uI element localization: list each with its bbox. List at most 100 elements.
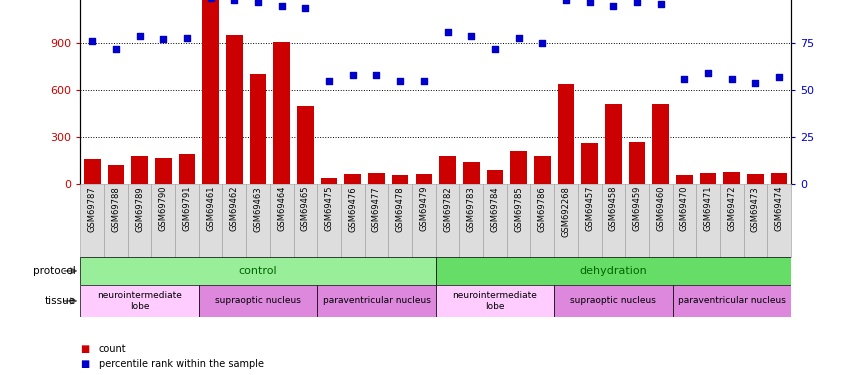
Text: ■: ■ xyxy=(80,344,90,354)
Bar xyxy=(107,165,124,184)
Text: control: control xyxy=(239,266,277,276)
Bar xyxy=(155,158,172,184)
FancyBboxPatch shape xyxy=(554,184,578,257)
Text: GSM69473: GSM69473 xyxy=(751,186,760,232)
FancyBboxPatch shape xyxy=(649,184,673,257)
Point xyxy=(299,4,312,10)
Text: GSM69785: GSM69785 xyxy=(514,186,523,232)
Bar xyxy=(652,104,669,184)
Text: GSM69477: GSM69477 xyxy=(372,186,381,232)
Point xyxy=(749,80,762,86)
Bar xyxy=(273,42,290,184)
FancyBboxPatch shape xyxy=(199,184,222,257)
FancyBboxPatch shape xyxy=(673,285,791,317)
Bar xyxy=(605,104,622,184)
Text: GSM69461: GSM69461 xyxy=(206,186,215,231)
Text: GSM69464: GSM69464 xyxy=(277,186,286,231)
Point xyxy=(417,78,431,84)
Bar xyxy=(344,174,361,184)
Text: count: count xyxy=(99,344,127,354)
FancyBboxPatch shape xyxy=(767,184,791,257)
Text: GSM69791: GSM69791 xyxy=(183,186,191,231)
Bar xyxy=(439,156,456,184)
FancyBboxPatch shape xyxy=(436,285,554,317)
Text: GSM69474: GSM69474 xyxy=(775,186,783,231)
Text: GSM69786: GSM69786 xyxy=(538,186,547,232)
Bar xyxy=(629,142,645,184)
Text: GSM69782: GSM69782 xyxy=(443,186,452,232)
Bar xyxy=(321,177,338,184)
FancyBboxPatch shape xyxy=(696,184,720,257)
FancyBboxPatch shape xyxy=(246,184,270,257)
Bar xyxy=(415,174,432,184)
FancyBboxPatch shape xyxy=(270,184,294,257)
Point xyxy=(109,46,123,52)
Bar xyxy=(581,143,598,184)
Bar xyxy=(392,175,409,184)
Text: GSM692268: GSM692268 xyxy=(562,186,570,237)
Bar xyxy=(297,106,314,184)
Text: GSM69476: GSM69476 xyxy=(349,186,357,232)
Text: percentile rank within the sample: percentile rank within the sample xyxy=(99,359,264,369)
Bar xyxy=(723,172,740,184)
Point xyxy=(393,78,407,84)
Text: GSM69478: GSM69478 xyxy=(396,186,404,232)
Point xyxy=(464,33,478,39)
FancyBboxPatch shape xyxy=(80,285,199,317)
Point xyxy=(536,40,549,46)
Bar xyxy=(747,174,764,184)
Text: protocol: protocol xyxy=(33,266,76,276)
FancyBboxPatch shape xyxy=(80,184,104,257)
FancyBboxPatch shape xyxy=(625,184,649,257)
FancyBboxPatch shape xyxy=(294,184,317,257)
Text: GSM69788: GSM69788 xyxy=(112,186,120,232)
Text: GSM69465: GSM69465 xyxy=(301,186,310,231)
FancyBboxPatch shape xyxy=(151,184,175,257)
FancyBboxPatch shape xyxy=(436,257,791,285)
Point xyxy=(678,76,691,82)
Text: GSM69470: GSM69470 xyxy=(680,186,689,231)
Point xyxy=(583,0,596,5)
Point xyxy=(180,34,194,40)
FancyBboxPatch shape xyxy=(365,184,388,257)
Text: GSM69472: GSM69472 xyxy=(728,186,736,231)
FancyBboxPatch shape xyxy=(388,184,412,257)
Text: GSM69475: GSM69475 xyxy=(325,186,333,231)
FancyBboxPatch shape xyxy=(317,285,436,317)
Point xyxy=(701,70,715,76)
FancyBboxPatch shape xyxy=(554,285,673,317)
Text: GSM69463: GSM69463 xyxy=(254,186,262,232)
Point xyxy=(85,38,99,44)
Text: neurointermediate
lobe: neurointermediate lobe xyxy=(97,291,182,310)
Bar xyxy=(486,170,503,184)
FancyBboxPatch shape xyxy=(459,184,483,257)
Point xyxy=(275,3,288,9)
FancyBboxPatch shape xyxy=(436,184,459,257)
Text: ■: ■ xyxy=(80,359,90,369)
Bar xyxy=(202,0,219,184)
Text: GSM69787: GSM69787 xyxy=(88,186,96,232)
Point xyxy=(654,1,667,7)
Point xyxy=(512,34,525,40)
Bar xyxy=(676,175,693,184)
Bar xyxy=(534,156,551,184)
Point xyxy=(772,74,786,80)
Text: GSM69783: GSM69783 xyxy=(467,186,475,232)
Text: GSM69790: GSM69790 xyxy=(159,186,168,231)
FancyBboxPatch shape xyxy=(341,184,365,257)
FancyBboxPatch shape xyxy=(530,184,554,257)
Text: GSM69462: GSM69462 xyxy=(230,186,239,231)
FancyBboxPatch shape xyxy=(222,184,246,257)
Bar xyxy=(131,156,148,184)
Text: GSM69479: GSM69479 xyxy=(420,186,428,231)
FancyBboxPatch shape xyxy=(744,184,767,257)
Point xyxy=(228,0,241,3)
Text: paraventricular nucleus: paraventricular nucleus xyxy=(678,296,786,305)
FancyBboxPatch shape xyxy=(720,184,744,257)
Point xyxy=(322,78,336,84)
Point xyxy=(441,29,454,35)
Text: supraoptic nucleus: supraoptic nucleus xyxy=(570,296,656,305)
Text: dehydration: dehydration xyxy=(580,266,647,276)
Text: GSM69471: GSM69471 xyxy=(704,186,712,231)
FancyBboxPatch shape xyxy=(602,184,625,257)
